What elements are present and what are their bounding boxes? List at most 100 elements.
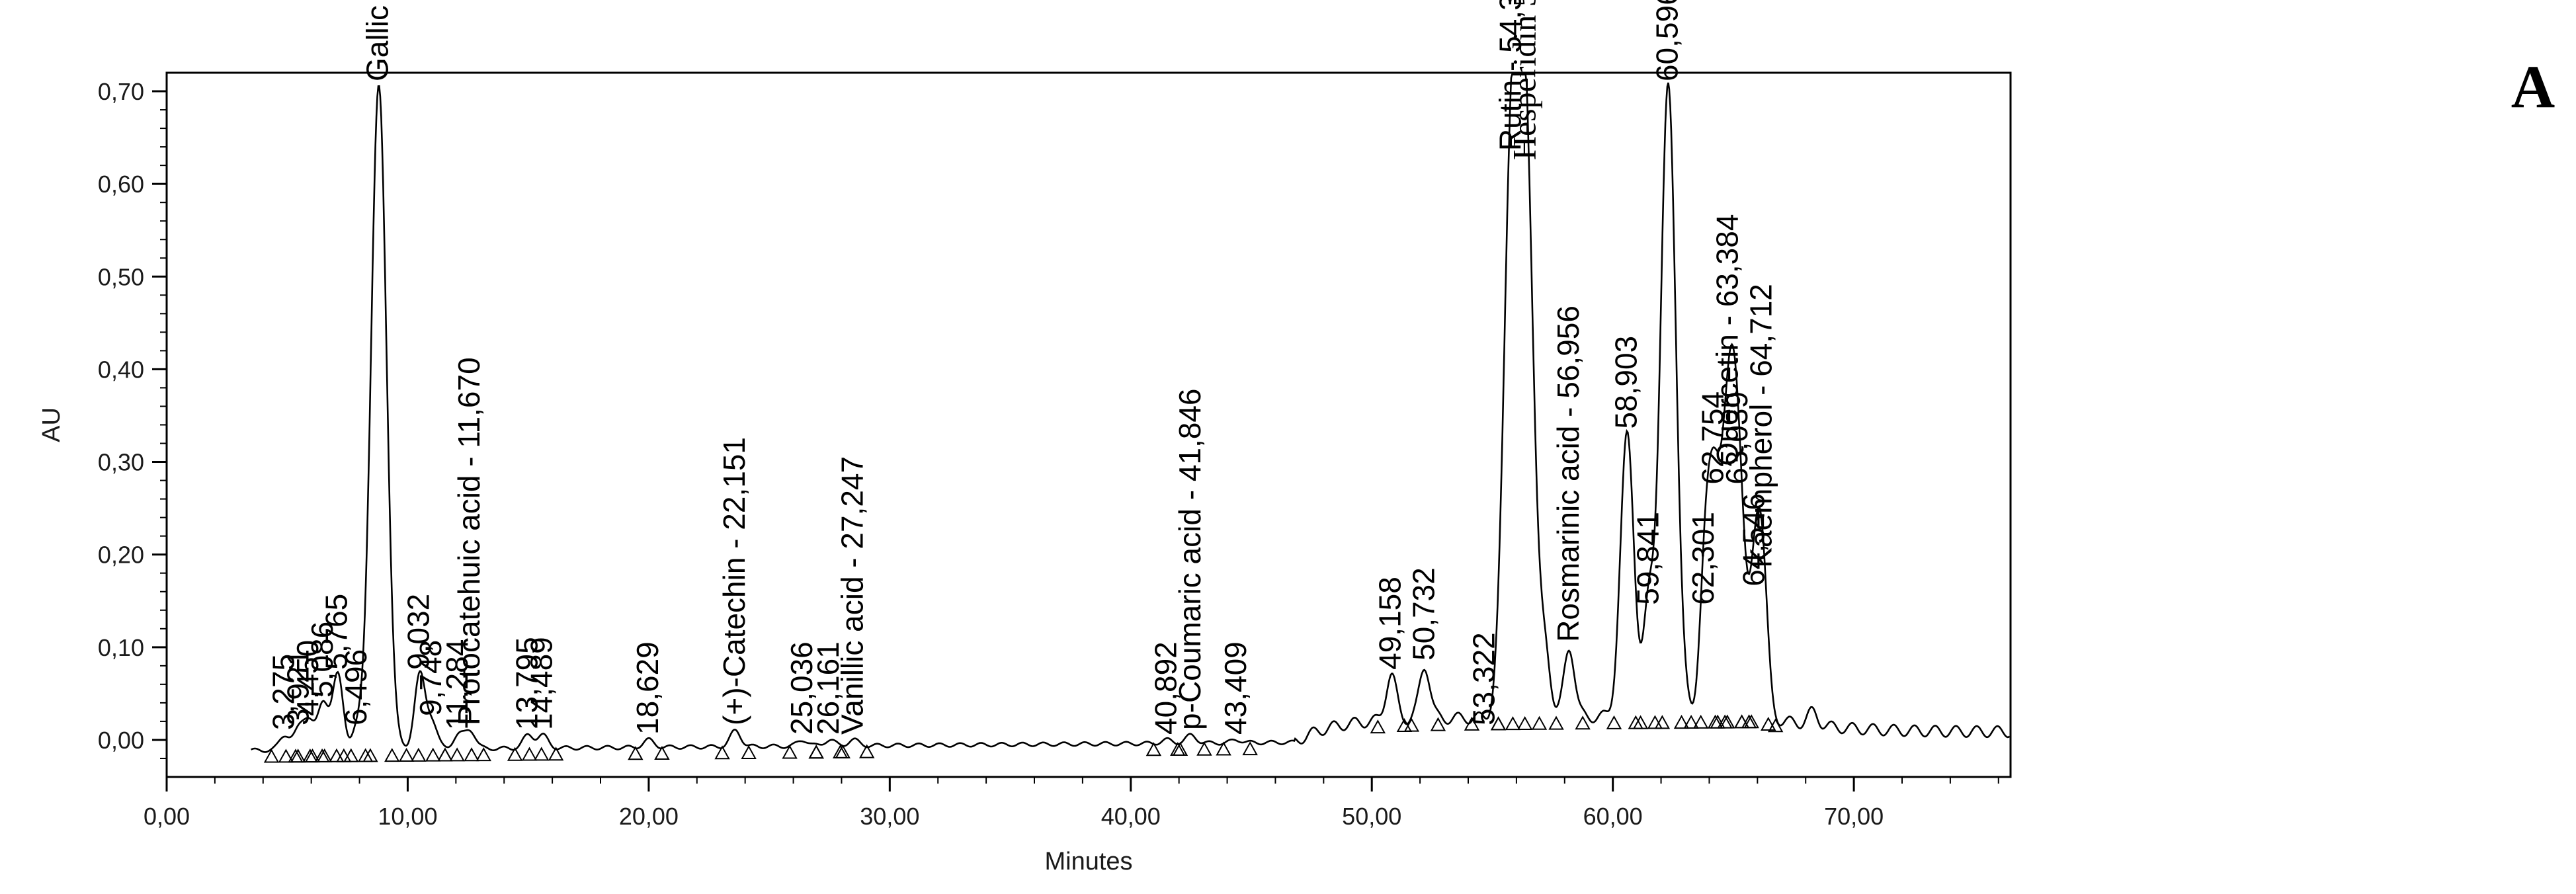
y-tick-label: 0,00	[98, 727, 144, 754]
peak-label: Quercetin - 63,384	[1710, 214, 1745, 466]
baseline-marker	[1403, 717, 1420, 732]
baseline-marker	[534, 747, 550, 761]
peak-label: 43,409	[1218, 641, 1253, 735]
baseline-marker	[628, 746, 644, 760]
baseline-markers	[263, 714, 1784, 763]
x-tick-label: 10,00	[378, 803, 437, 830]
peak-label: 14,489	[524, 637, 559, 730]
x-tick-label: 60,00	[1583, 803, 1643, 830]
peak-label: 62,301	[1686, 512, 1720, 605]
peak-label: 60,596	[1649, 0, 1684, 81]
peak-label: 3,275	[267, 654, 301, 730]
peak-label: 4,450	[290, 640, 325, 716]
baseline-marker	[437, 747, 453, 762]
baseline-marker	[317, 748, 333, 762]
ticks: 0,00 10,00 20,00 30,00 40,00 50,00 60,00 70,00 0…	[98, 78, 1999, 830]
x-tick-label: 30,00	[860, 803, 919, 830]
peak-label: Protocatehuic acid - 11,670	[452, 357, 486, 725]
x-tick-label: 20,00	[619, 803, 679, 830]
peak-label: 50,732	[1406, 567, 1440, 661]
baseline-marker	[1606, 715, 1622, 729]
peak-label: 40,892	[1148, 641, 1183, 735]
baseline-marker	[290, 749, 306, 763]
baseline-marker	[425, 747, 441, 762]
peak-label: p-Coumaric acid - 41,846	[1173, 388, 1207, 729]
peak-label: 58,903	[1609, 336, 1643, 429]
peak-label: 63,039	[1720, 391, 1754, 485]
trace-group	[251, 73, 2011, 753]
peak-label: 5,765	[319, 594, 354, 670]
x-tick-label: 40,00	[1101, 803, 1161, 830]
peak-label: Vanillic acid - 27,247	[835, 456, 870, 735]
baseline-marker	[548, 747, 564, 761]
baseline-marker	[398, 747, 415, 762]
baseline-marker	[1430, 717, 1446, 731]
baseline-marker	[1242, 741, 1258, 756]
baseline-marker	[1717, 714, 1733, 729]
peak-label: 9,748	[413, 640, 448, 716]
y-tick-label: 0,50	[98, 263, 144, 290]
baseline-marker	[507, 747, 523, 761]
peak-label: 6,496	[339, 649, 373, 725]
baseline-marker	[1490, 716, 1507, 731]
baseline-marker	[464, 747, 479, 762]
peak-label: Hesperidin 54,947	[1505, 0, 1542, 160]
baseline-marker	[714, 745, 730, 760]
peak-label: (+)-Catechin - 22,151	[717, 437, 751, 725]
baseline-marker	[384, 748, 400, 762]
baseline-marker	[437, 747, 453, 762]
peak-label: 59,841	[1630, 512, 1665, 605]
baseline-marker	[449, 747, 465, 762]
y-tick-label: 0,20	[98, 542, 144, 569]
baseline-marker	[808, 745, 824, 759]
baseline-marker	[1170, 741, 1186, 756]
baseline-marker	[1548, 715, 1564, 730]
y-tick-label: 0,30	[98, 449, 144, 476]
baseline-marker	[1707, 714, 1724, 729]
baseline-marker	[1196, 741, 1212, 756]
baseline-marker	[1632, 715, 1649, 729]
baseline-marker	[357, 748, 374, 762]
x-axis-label: Minutes	[1044, 848, 1132, 875]
baseline-marker	[1692, 714, 1709, 729]
peak-label: 9,032	[401, 594, 436, 670]
peak-label: 13,795	[510, 637, 544, 730]
baseline-marker	[521, 747, 538, 761]
baseline-marker	[1628, 715, 1643, 729]
peak-label: 53,322	[1467, 632, 1501, 725]
peak-label: Rosmarinic acid - 56,956	[1551, 305, 1585, 642]
baseline-marker	[288, 749, 304, 763]
y-tick-label: 0,10	[98, 634, 144, 661]
baseline-marker	[1505, 716, 1521, 731]
baseline-marker	[263, 749, 280, 763]
x-tick-label: 50,00	[1342, 803, 1401, 830]
baseline-marker	[1761, 716, 1776, 731]
baseline-marker	[782, 745, 798, 759]
baseline-marker	[302, 749, 318, 763]
baseline-marker	[336, 748, 352, 762]
baseline-marker	[1531, 715, 1548, 730]
baseline-marker	[1741, 714, 1757, 729]
x-tick-label: 70,00	[1824, 803, 1884, 830]
peak-label: 26,161	[811, 641, 845, 735]
baseline-marker	[1767, 718, 1784, 733]
baseline-marker	[1464, 716, 1480, 731]
y-tick-label: 0,70	[98, 78, 144, 105]
baseline-marker	[1647, 715, 1663, 729]
peak-label: 25,036	[784, 641, 819, 735]
baseline-marker	[1216, 741, 1231, 756]
y-tick-label: 0,40	[98, 356, 144, 383]
baseline-marker	[411, 747, 427, 762]
peak-label: 64,546	[1737, 493, 1771, 587]
baseline-marker	[859, 744, 875, 758]
baseline-marker	[362, 748, 378, 762]
chromatogram-trace	[251, 73, 2011, 753]
baseline-marker	[835, 744, 851, 758]
peak-label: 11,284	[440, 639, 474, 730]
baseline-marker	[278, 749, 294, 763]
baseline-marker	[1517, 715, 1533, 730]
baseline-marker	[808, 745, 824, 759]
baseline-marker	[654, 745, 670, 760]
